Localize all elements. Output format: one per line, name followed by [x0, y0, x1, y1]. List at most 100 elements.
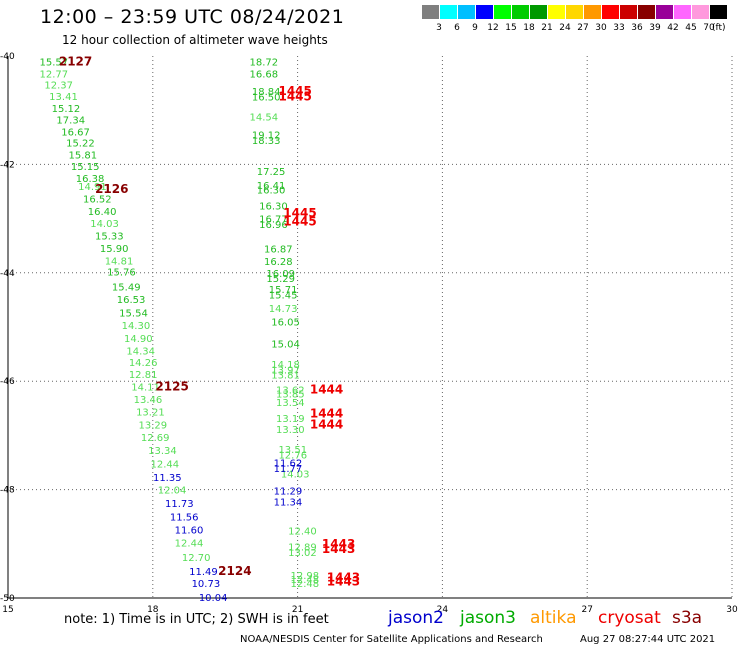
data-point-jason3: 15.45 — [269, 290, 298, 301]
data-point-jason3: 13.02 — [288, 548, 317, 559]
data-point-cryosat: 1443 — [327, 570, 360, 584]
data-point-jason3: 16.68 — [249, 69, 278, 80]
data-point-jason3: 16.40 — [88, 207, 117, 218]
data-point-jason2: 11.29 — [274, 487, 303, 498]
data-point-jason3: 13.81 — [271, 371, 300, 382]
legend-item-jason3: jason3 — [460, 608, 516, 628]
scale-swatch — [530, 5, 547, 19]
x-tick-label: 15 — [2, 605, 13, 615]
y-tick-label: -46 — [0, 377, 15, 387]
scale-swatch — [566, 5, 583, 19]
data-point-jason3: 12.89 — [288, 543, 317, 554]
data-point-cryosat: 1444 — [310, 382, 343, 396]
data-point-jason3: 13.19 — [276, 414, 305, 425]
data-point-jason3: 12.48 — [291, 575, 320, 586]
data-point-jason2: 11.60 — [175, 526, 204, 537]
data-point-s3a: 2126 — [95, 182, 128, 196]
footer-credit: NOAA/NESDIS Center for Satellite Applica… — [240, 634, 543, 645]
data-point-jason3: 14.03 — [281, 469, 310, 480]
scale-label: 15 — [505, 23, 517, 33]
scale-swatch — [710, 5, 727, 19]
data-point-jason3: 14.03 — [90, 219, 119, 230]
data-point-jason3: 18.33 — [252, 136, 281, 147]
data-point-jason3: 15.04 — [271, 339, 300, 350]
data-point-jason3: 16.05 — [271, 318, 300, 329]
data-point-jason3: 13.41 — [49, 92, 78, 103]
data-point-jason2: 10.73 — [192, 579, 221, 590]
data-point-jason2: 11.77 — [274, 464, 303, 475]
data-point-jason3: 15.49 — [112, 282, 141, 293]
data-point-jason3: 13.62 — [276, 385, 305, 396]
legend-item-jason2: jason2 — [388, 608, 444, 628]
x-tick-label: 27 — [581, 605, 592, 615]
x-tick-label: 30 — [726, 605, 738, 615]
data-point-jason3: 12.48 — [291, 579, 320, 590]
scale-label: 18 — [523, 23, 535, 33]
scale-label: 45 — [685, 23, 697, 33]
footer-timestamp: Aug 27 08:27:44 UTC 2021 — [580, 634, 716, 645]
data-point-jason3: 16.53 — [117, 295, 146, 306]
data-point-cryosat: 1445 — [283, 206, 316, 220]
scale-swatch — [422, 5, 439, 19]
data-point-jason3: 16.30 — [259, 202, 288, 213]
data-point-s3a: 2125 — [155, 380, 188, 394]
scale-label: 12 — [487, 23, 499, 33]
data-point-jason3: 15.12 — [52, 104, 81, 115]
page-title: 12:00 – 23:59 UTC 08/24/2021 — [40, 6, 345, 28]
data-point-jason3: 16.38 — [76, 174, 105, 185]
x-tick-label: 21 — [292, 605, 303, 615]
y-tick-label: -42 — [0, 160, 15, 170]
data-point-jason3: 12.70 — [182, 553, 211, 564]
data-point-jason3: 18.72 — [249, 57, 278, 68]
data-point-jason3: 13.30 — [276, 425, 305, 436]
data-point-jason3: 15.57 — [40, 57, 69, 68]
data-point-jason3: 14.26 — [129, 358, 158, 369]
data-point-jason3: 14.91 — [78, 182, 107, 193]
data-point-jason3: 16.77 — [259, 215, 288, 226]
legend-item-s3a: s3a — [672, 608, 703, 628]
color-scale-unit: (ft) — [712, 23, 726, 33]
scale-swatch — [584, 5, 601, 19]
scale-label: 9 — [472, 23, 478, 33]
data-point-cryosat: 1443 — [327, 575, 360, 589]
data-point-jason3: 12.44 — [151, 460, 180, 471]
scale-swatch — [512, 5, 529, 19]
scale-swatch — [476, 5, 493, 19]
scale-label: 42 — [667, 23, 679, 33]
data-point-jason3: 17.34 — [56, 115, 85, 126]
data-point-jason3: 18.84 — [252, 87, 281, 98]
x-tick-label: 24 — [437, 605, 449, 615]
data-point-jason2: 10.04 — [199, 593, 228, 604]
data-point-jason3: 15.54 — [119, 308, 148, 319]
scale-label: 24 — [559, 23, 571, 33]
page-subtitle: 12 hour collection of altimeter wave hei… — [62, 33, 328, 47]
data-point-jason3: 12.76 — [278, 450, 307, 461]
data-point-jason3: 16.30 — [257, 185, 286, 196]
data-point-jason3: 13.51 — [278, 445, 307, 456]
note-text: note: 1) Time is in UTC; 2) SWH is in fe… — [64, 612, 329, 627]
data-point-jason3: 15.33 — [95, 231, 124, 242]
data-point-jason3: 16.96 — [259, 220, 288, 231]
data-point-jason3: 13.34 — [148, 446, 177, 457]
data-point-jason3: 16.52 — [83, 195, 112, 206]
data-point-jason3: 16.87 — [264, 244, 293, 255]
scale-label: 21 — [541, 23, 553, 33]
y-tick-label: -44 — [0, 269, 15, 279]
data-point-jason3: 19.12 — [252, 131, 281, 142]
x-tick-label: 18 — [147, 605, 159, 615]
data-point-cryosat: 1444 — [310, 407, 343, 421]
scale-swatch — [638, 5, 655, 19]
data-point-jason2: 11.62 — [274, 459, 303, 470]
data-point-jason3: 12.77 — [40, 69, 69, 80]
data-point-jason2: 11.34 — [274, 498, 303, 509]
scale-label: 33 — [613, 23, 625, 33]
data-point-jason3: 12.44 — [175, 539, 204, 550]
data-point-jason2: 11.35 — [153, 473, 182, 484]
scale-swatch — [548, 5, 565, 19]
data-point-jason3: 14.18 — [271, 360, 300, 371]
data-point-cryosat: 1443 — [322, 537, 355, 551]
scale-label: 39 — [649, 23, 661, 33]
data-point-jason3: 15.15 — [71, 162, 100, 173]
data-point-jason3: 14.81 — [105, 256, 134, 267]
